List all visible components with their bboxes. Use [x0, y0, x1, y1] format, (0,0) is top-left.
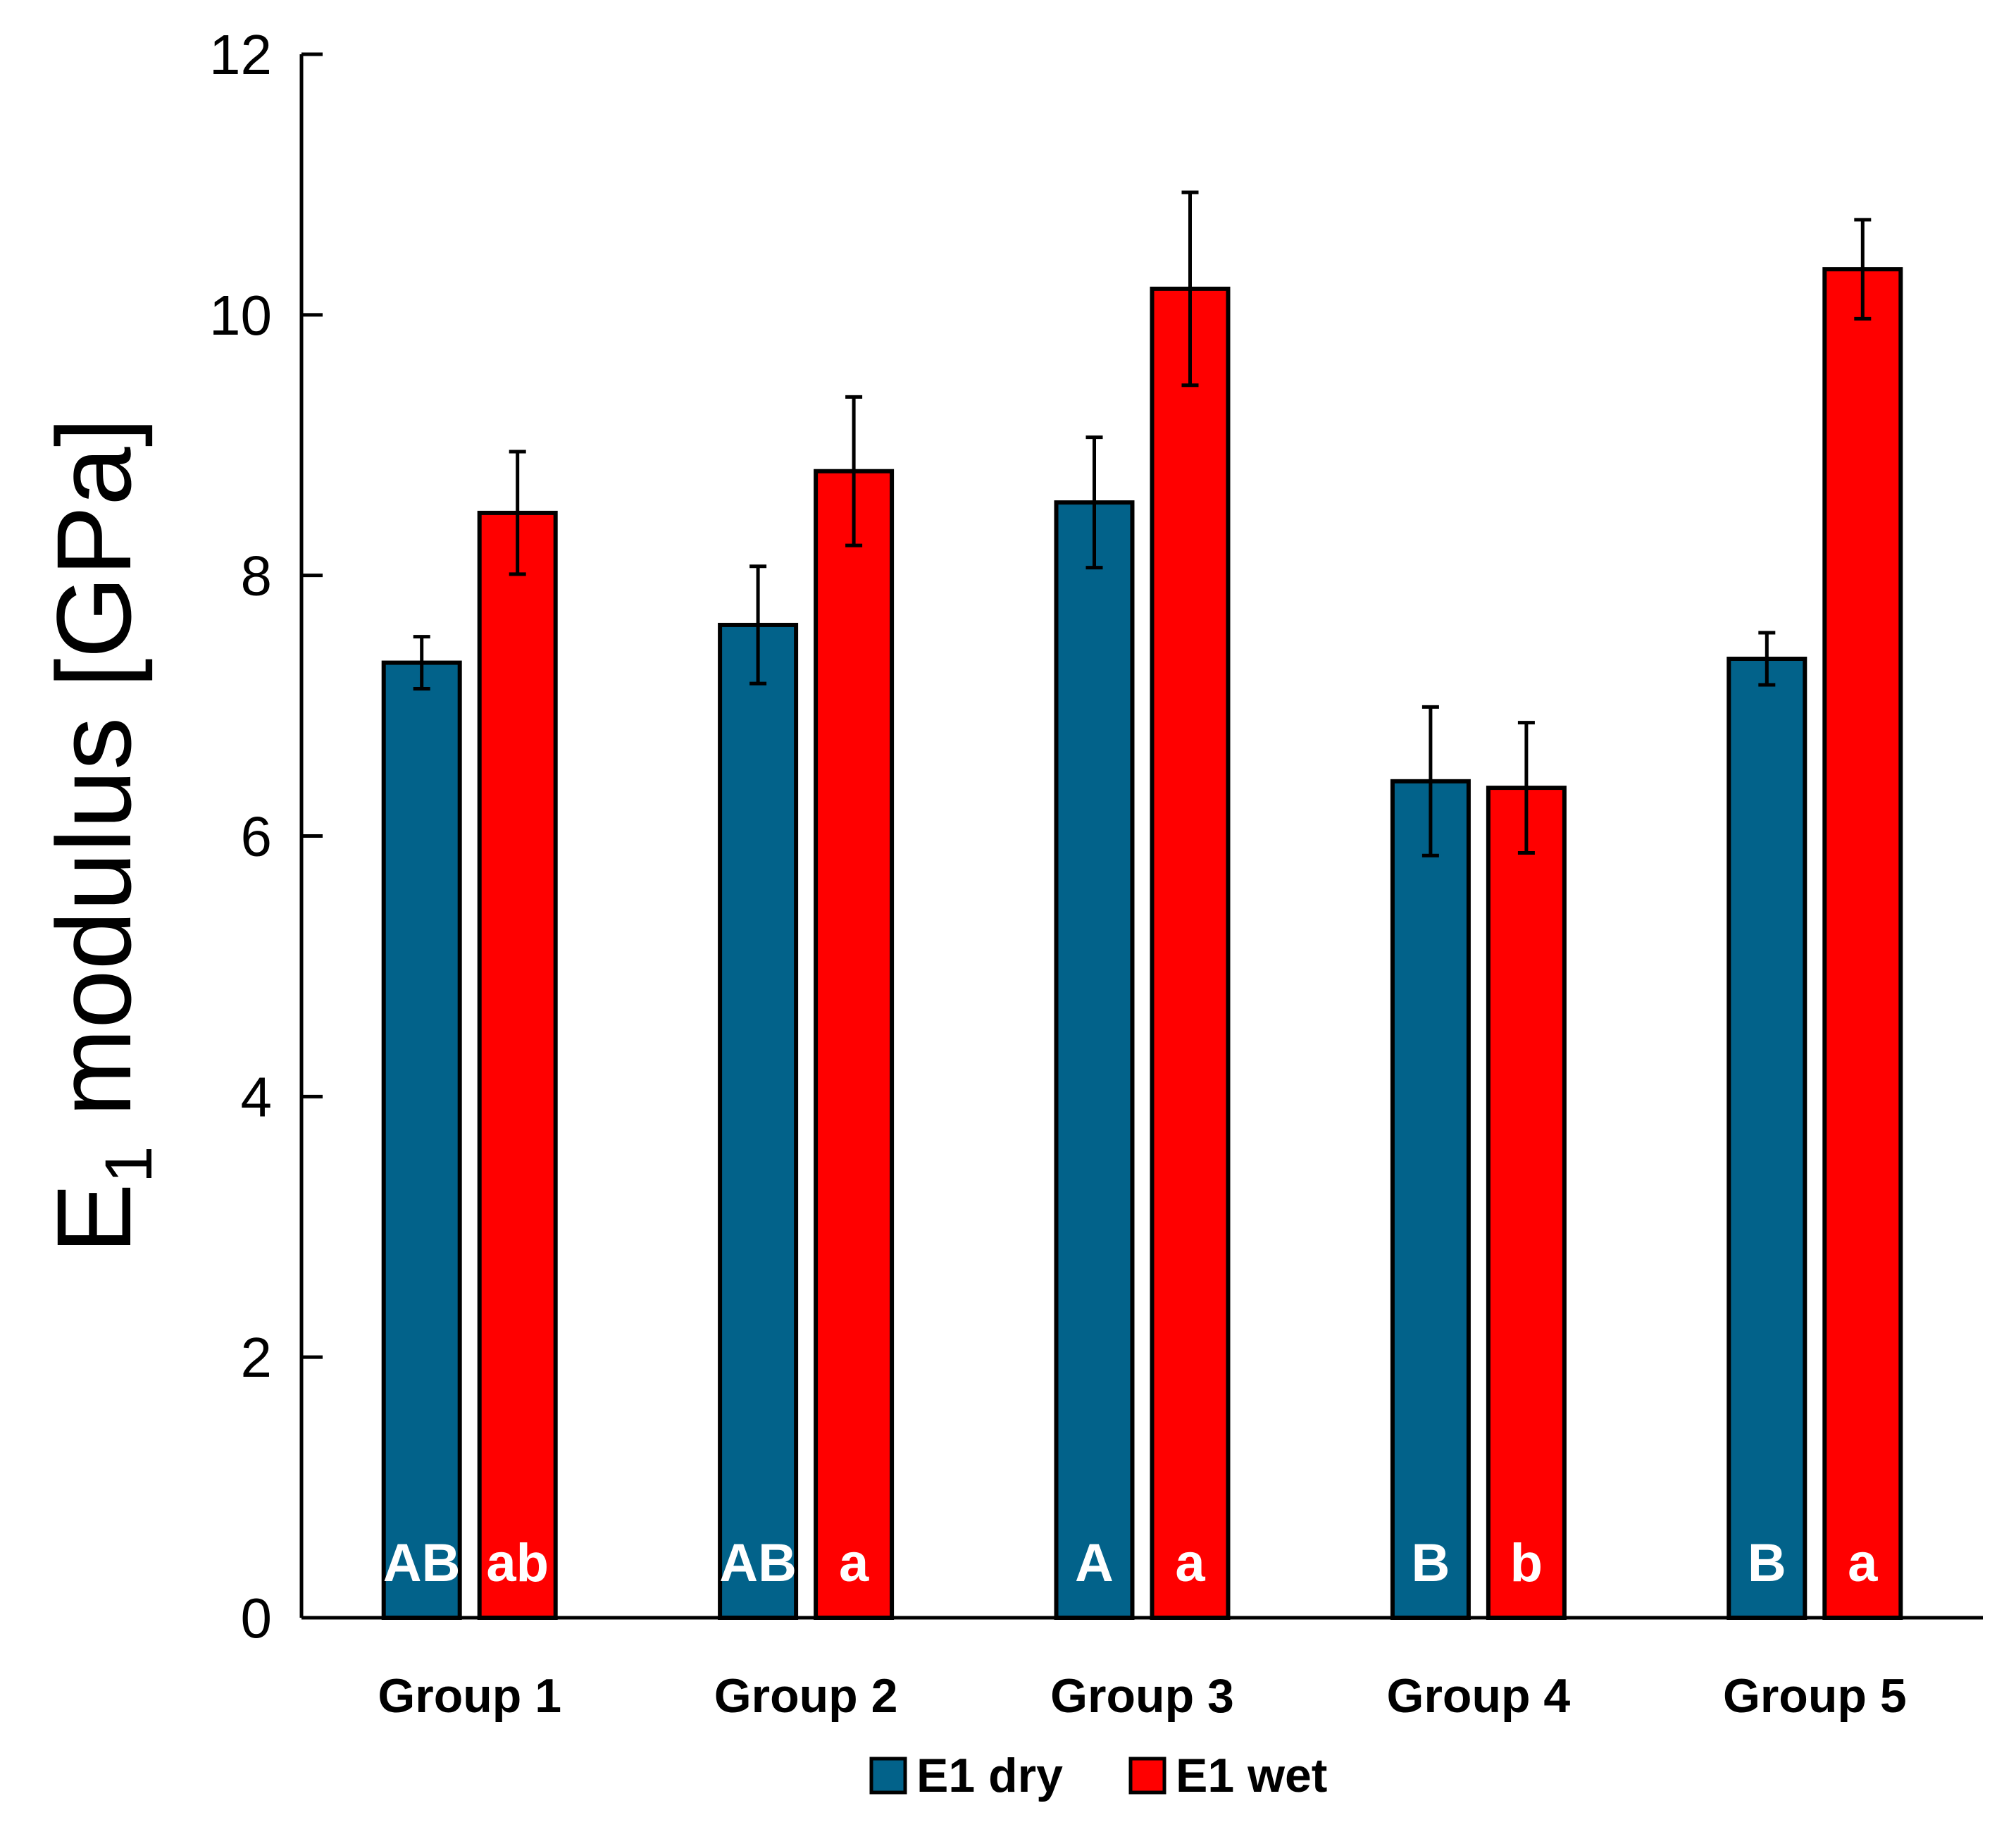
significance-label: b: [1510, 1533, 1543, 1593]
y-tick-label: 4: [241, 1065, 273, 1128]
significance-label: a: [839, 1533, 869, 1593]
significance-label: B: [1748, 1533, 1786, 1593]
y-axis-label-text: E1 modulus [GPa]: [35, 418, 166, 1254]
bar-wet: [1486, 786, 1567, 1620]
y-tick-label: 8: [241, 545, 273, 607]
bar-wet: [1822, 267, 1903, 1620]
y-axis-label-rest: modulus [GPa]: [35, 418, 153, 1146]
legend-swatch-wet: [1128, 1757, 1166, 1795]
significance-label: B: [1411, 1533, 1450, 1593]
y-tick-label: 6: [241, 805, 273, 868]
bar-dry: [718, 622, 799, 1620]
bar-wet: [477, 510, 558, 1621]
y-tick-label: 2: [241, 1326, 273, 1389]
legend-label-wet: E1 wet: [1176, 1749, 1327, 1802]
y-axis-label-sub: 1: [92, 1146, 166, 1183]
y-tick-label: 10: [209, 284, 272, 347]
bar-dry: [1054, 500, 1135, 1621]
x-category-label: Group 3: [1050, 1669, 1234, 1723]
legend: E1 dry E1 wet: [869, 1749, 1327, 1802]
significance-label: AB: [383, 1533, 461, 1593]
bar-wet: [814, 469, 895, 1621]
x-category-label: Group 4: [1387, 1669, 1571, 1723]
x-category-label: Group 2: [714, 1669, 898, 1723]
y-tick-label: 0: [241, 1587, 273, 1649]
significance-label: AB: [719, 1533, 797, 1593]
significance-label: A: [1075, 1533, 1114, 1593]
significance-label: ab: [486, 1533, 549, 1593]
legend-swatch-dry: [869, 1757, 907, 1795]
bar-dry: [1726, 657, 1807, 1620]
bar-wet: [1150, 286, 1231, 1621]
significance-label: a: [1848, 1533, 1878, 1593]
y-tick-label: 12: [209, 23, 272, 86]
y-axis-label: E1 modulus [GPa]: [35, 418, 166, 1254]
x-category-label: Group 1: [378, 1669, 561, 1723]
bar-dry: [1390, 779, 1471, 1620]
significance-label: a: [1175, 1533, 1205, 1593]
x-category-label: Group 5: [1723, 1669, 1907, 1723]
y-axis-label-main: E: [35, 1183, 153, 1253]
bar-dry: [381, 660, 462, 1621]
legend-label-dry: E1 dry: [916, 1749, 1063, 1802]
